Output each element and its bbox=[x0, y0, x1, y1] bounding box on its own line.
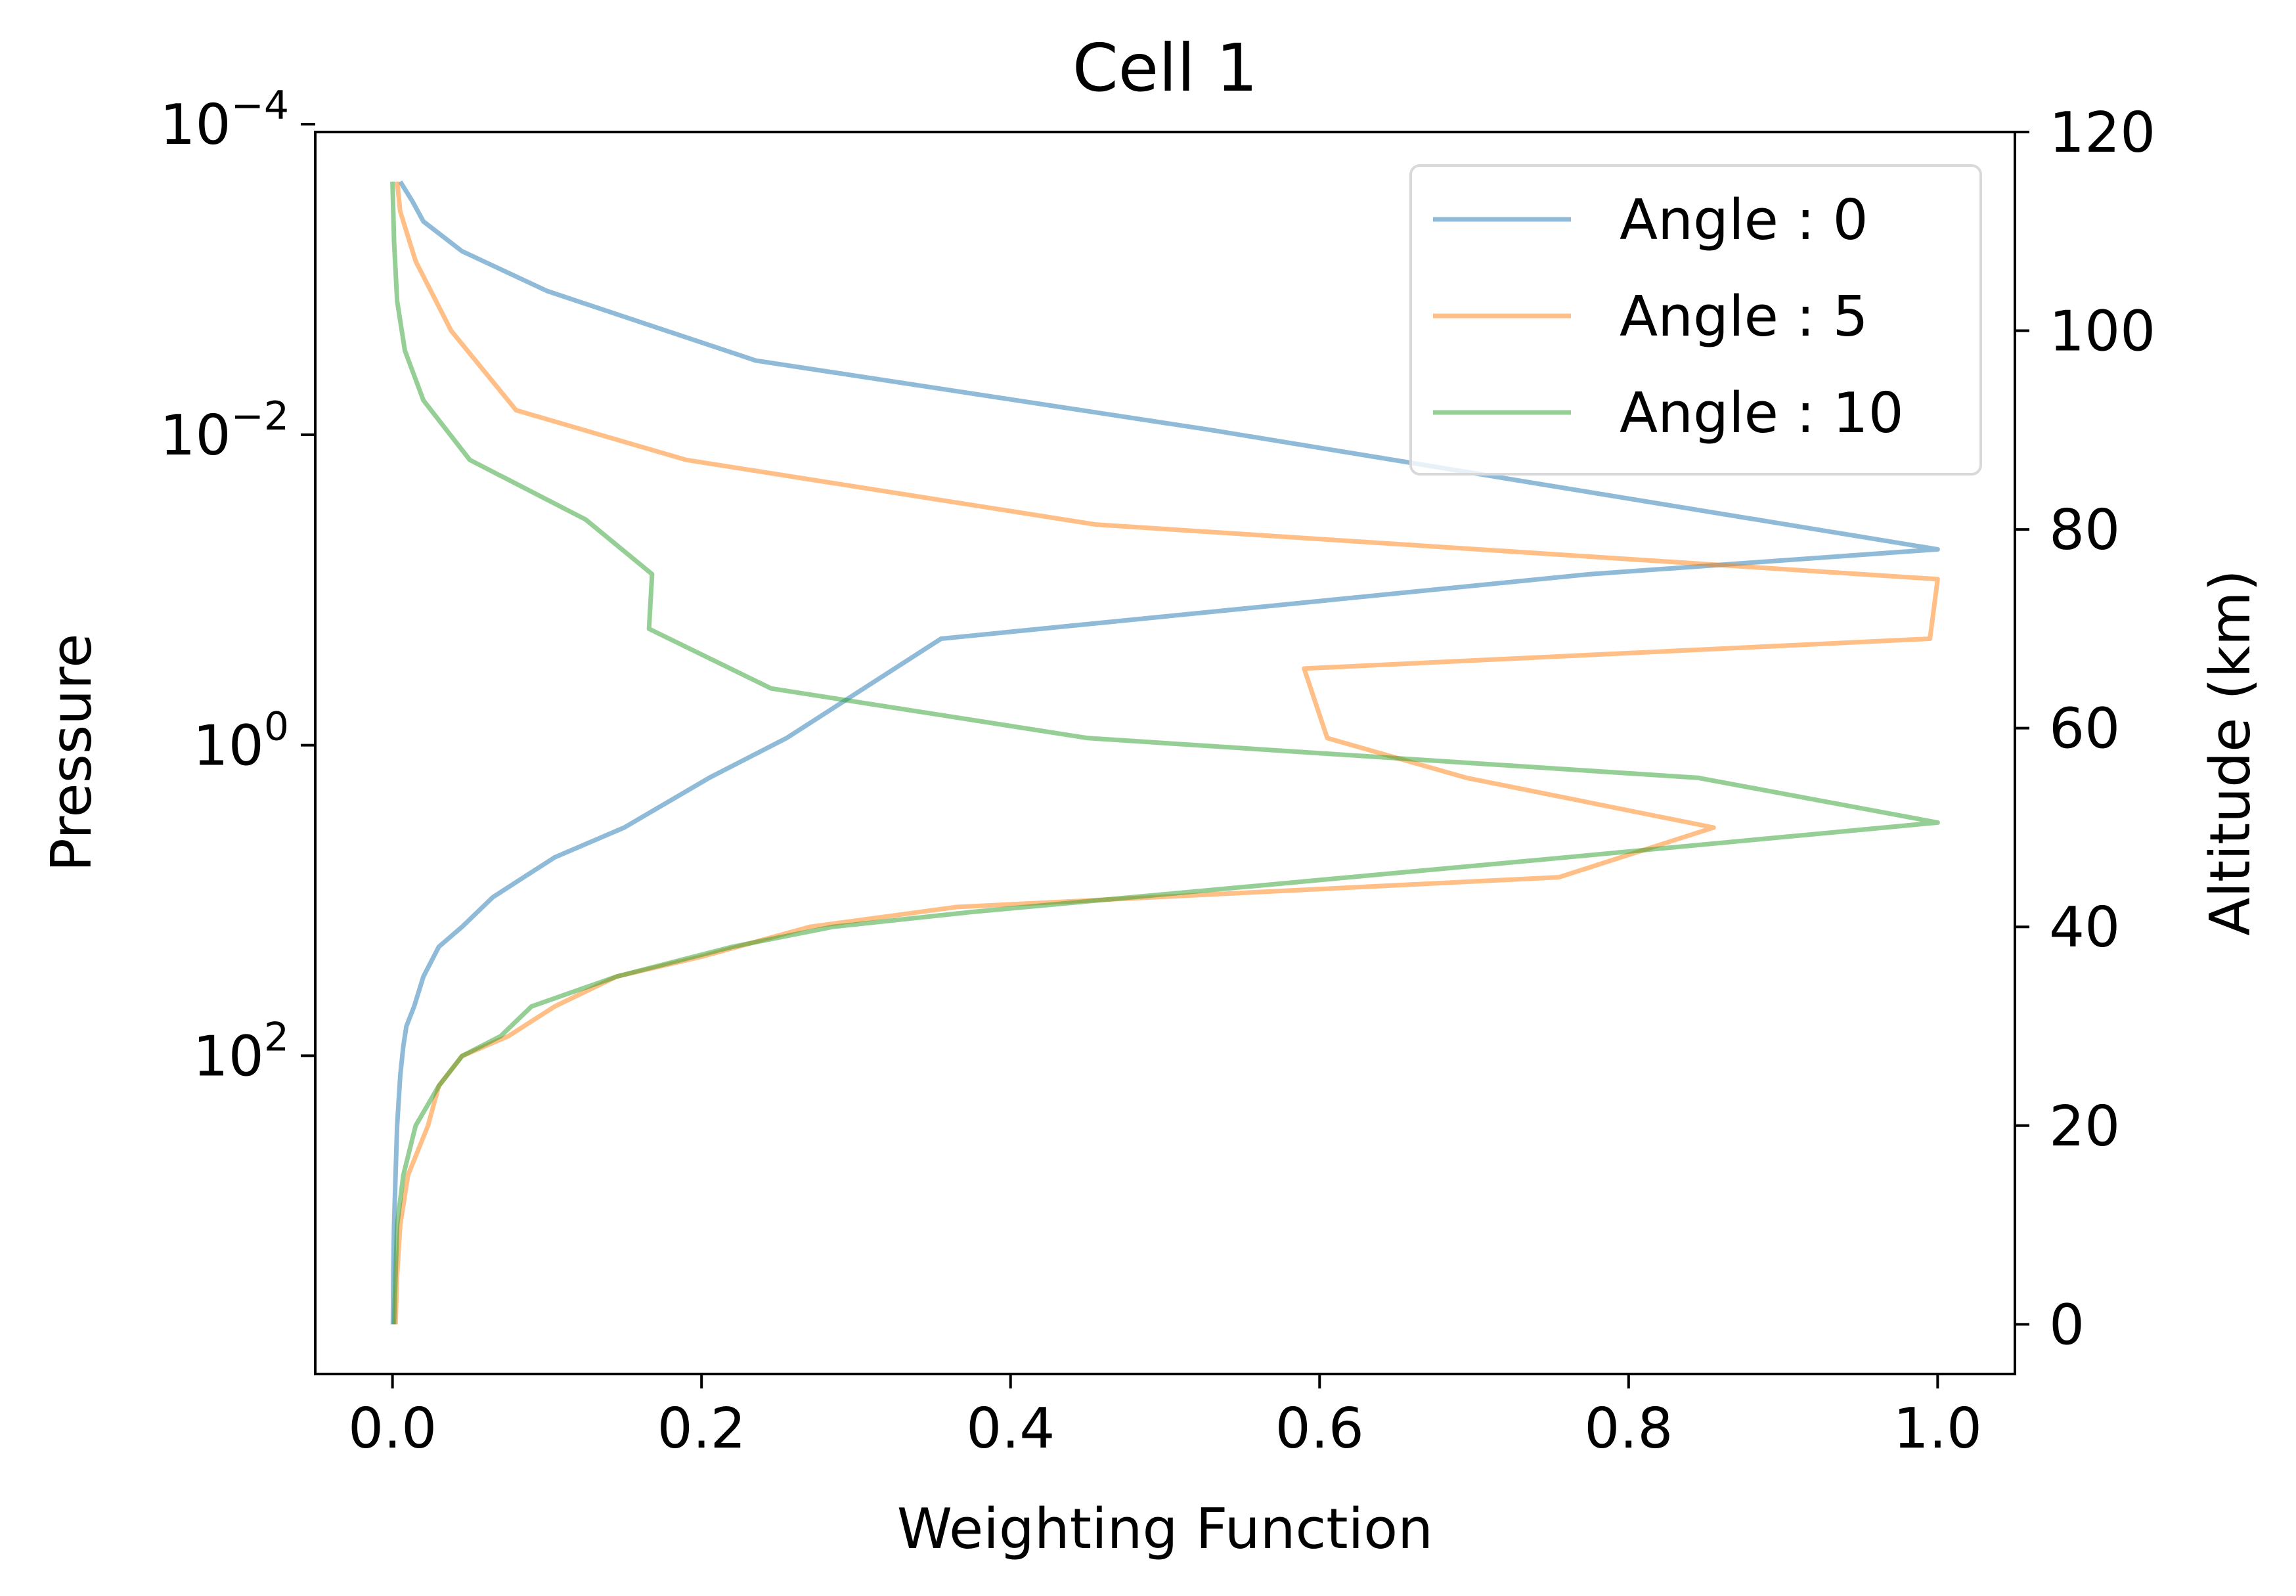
y-tick-base: 10 bbox=[193, 714, 264, 779]
x-axis-ticks: 0.0 0.2 0.4 0.6 0.8 1.0 bbox=[348, 1374, 1982, 1461]
x-tick-label: 0.8 bbox=[1584, 1396, 1673, 1461]
y-tick-label: 10−4 bbox=[160, 83, 289, 158]
y2-tick-label: 20 bbox=[2049, 1094, 2120, 1159]
y-tick-label: 10−2 bbox=[160, 393, 289, 468]
x-tick-label: 0.2 bbox=[657, 1396, 746, 1461]
y-tick-base: 10 bbox=[160, 93, 231, 158]
legend-label: Angle : 10 bbox=[1620, 381, 1904, 446]
y2-tick-label: 100 bbox=[2049, 299, 2155, 365]
x-tick-label: 1.0 bbox=[1893, 1396, 1982, 1461]
y-tick-exponent: 0 bbox=[264, 704, 289, 750]
y-tick-exponent: −2 bbox=[231, 393, 289, 439]
legend-label: Angle : 5 bbox=[1620, 284, 1868, 349]
y-tick-label: 100 bbox=[193, 704, 289, 779]
y2-axis-ticks: 0 20 40 60 80 100 120 bbox=[2015, 100, 2155, 1358]
x-tick-label: 0.0 bbox=[348, 1396, 437, 1461]
y-tick-base: 10 bbox=[193, 1024, 264, 1089]
y2-axis-label: Altitude (km) bbox=[2198, 569, 2263, 936]
y2-tick-label: 0 bbox=[2049, 1293, 2085, 1358]
y-tick-label: 102 bbox=[193, 1014, 289, 1089]
y2-tick-label: 80 bbox=[2049, 498, 2120, 563]
x-tick-label: 0.6 bbox=[1275, 1396, 1364, 1461]
y-tick-exponent: 2 bbox=[264, 1014, 289, 1060]
x-axis-label: Weighting Function bbox=[897, 1497, 1433, 1562]
series-line-2 bbox=[390, 181, 1940, 1325]
legend: Angle : 0 Angle : 5 Angle : 10 bbox=[1409, 164, 1982, 476]
legend-box bbox=[1409, 164, 1982, 476]
y-tick-base: 10 bbox=[160, 403, 231, 468]
legend-label: Angle : 0 bbox=[1620, 188, 1868, 253]
series-line-0 bbox=[390, 180, 1940, 1325]
y2-tick-label: 120 bbox=[2049, 100, 2155, 166]
plot-lines bbox=[390, 180, 1940, 1325]
series-line-1 bbox=[393, 181, 1940, 1325]
plot-frame bbox=[314, 131, 2016, 1375]
chart-title: Cell 1 bbox=[1072, 30, 1258, 106]
y-tick-exponent: −4 bbox=[231, 83, 289, 129]
y-axis-label: Pressure bbox=[39, 634, 104, 872]
y2-tick-label: 60 bbox=[2049, 697, 2120, 762]
x-tick-label: 0.4 bbox=[966, 1396, 1055, 1461]
y2-tick-label: 40 bbox=[2049, 895, 2120, 960]
